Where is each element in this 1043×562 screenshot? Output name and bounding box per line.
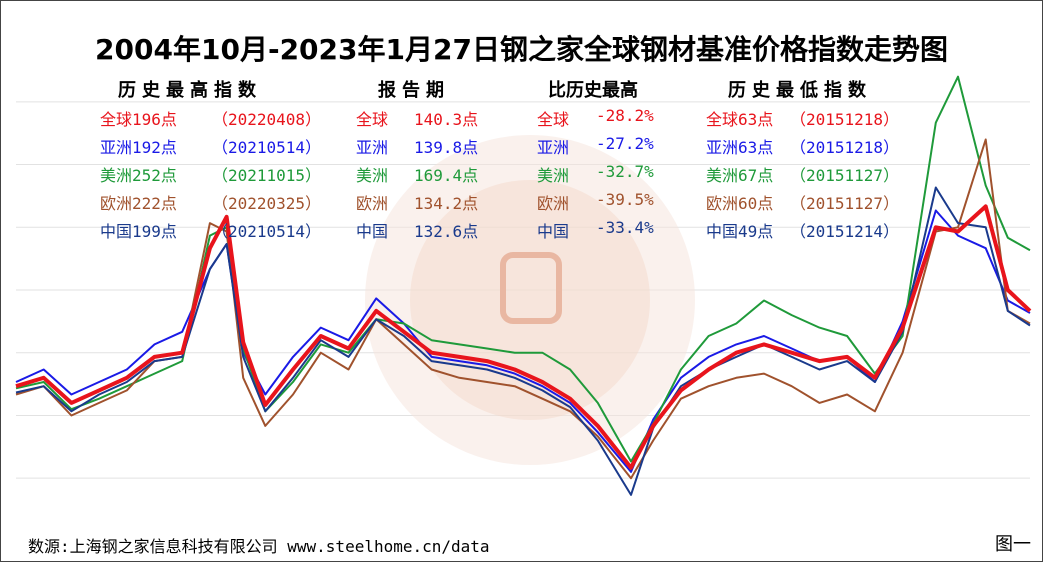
series-line-中国 bbox=[15, 186, 1031, 496]
watermark-logo bbox=[365, 135, 695, 465]
row-report-value: 134.2点 bbox=[414, 194, 479, 213]
row-high-date: （20220408） bbox=[212, 110, 322, 129]
row-compare-region: 美洲 bbox=[537, 166, 570, 185]
series-line-全球 bbox=[15, 204, 1032, 470]
row-compare-region: 欧洲 bbox=[537, 194, 570, 213]
header-report: 报告期 bbox=[378, 80, 450, 101]
row-report-value: 169.4点 bbox=[414, 166, 479, 185]
row-report-value: 140.3点 bbox=[414, 110, 479, 129]
row-compare-value: -28.2% bbox=[596, 106, 654, 125]
row-low-date: （20151127） bbox=[790, 166, 900, 185]
row-report-region: 美洲 bbox=[356, 166, 389, 185]
row-low-value: 全球63点 bbox=[706, 110, 774, 129]
row-high-date: （20220325） bbox=[212, 194, 322, 213]
row-low-date: （20151218） bbox=[790, 138, 900, 157]
row-report-value: 132.6点 bbox=[414, 222, 479, 241]
row-low-value: 亚洲63点 bbox=[706, 138, 774, 157]
row-low-value: 中国49点 bbox=[706, 222, 774, 241]
row-low-value: 美洲67点 bbox=[706, 166, 774, 185]
row-low-date: （20151218） bbox=[790, 110, 900, 129]
row-low-date: （20151214） bbox=[790, 222, 900, 241]
row-high-date: （20210514） bbox=[212, 222, 322, 241]
row-compare-value: -27.2% bbox=[596, 134, 654, 153]
row-high-value: 亚洲192点 bbox=[100, 138, 177, 157]
header-compare: 比历史最高 bbox=[548, 80, 638, 101]
row-report-region: 亚洲 bbox=[356, 138, 389, 157]
series-layer bbox=[15, 75, 1032, 496]
row-high-value: 全球196点 bbox=[100, 110, 177, 129]
row-high-date: （20211015） bbox=[212, 166, 322, 185]
row-compare-value: -39.5% bbox=[596, 190, 654, 209]
figure-label: 图一 bbox=[995, 534, 1031, 555]
row-report-region: 全球 bbox=[356, 110, 389, 129]
row-compare-value: -32.7% bbox=[596, 162, 654, 181]
row-compare-region: 亚洲 bbox=[537, 138, 570, 157]
row-high-value: 欧洲222点 bbox=[100, 194, 177, 213]
row-report-region: 中国 bbox=[356, 222, 389, 241]
row-report-value: 139.8点 bbox=[414, 138, 479, 157]
row-low-date: （20151127） bbox=[790, 194, 900, 213]
row-compare-region: 全球 bbox=[537, 110, 570, 129]
chart-title: 2004年10月-2023年1月27日钢之家全球钢材基准价格指数走势图 bbox=[95, 33, 948, 66]
header-high: 历史最高指数 bbox=[118, 80, 262, 101]
row-high-value: 中国199点 bbox=[100, 222, 177, 241]
row-report-region: 欧洲 bbox=[356, 194, 389, 213]
header-low: 历史最低指数 bbox=[728, 80, 872, 101]
row-high-date: （20210514） bbox=[212, 138, 322, 157]
row-compare-value: -33.4% bbox=[596, 218, 654, 237]
row-compare-region: 中国 bbox=[537, 222, 570, 241]
row-low-value: 欧洲60点 bbox=[706, 194, 774, 213]
row-high-value: 美洲252点 bbox=[100, 166, 177, 185]
data-source: 数源:上海钢之家信息科技有限公司 www.steelhome.cn/data bbox=[28, 537, 490, 556]
